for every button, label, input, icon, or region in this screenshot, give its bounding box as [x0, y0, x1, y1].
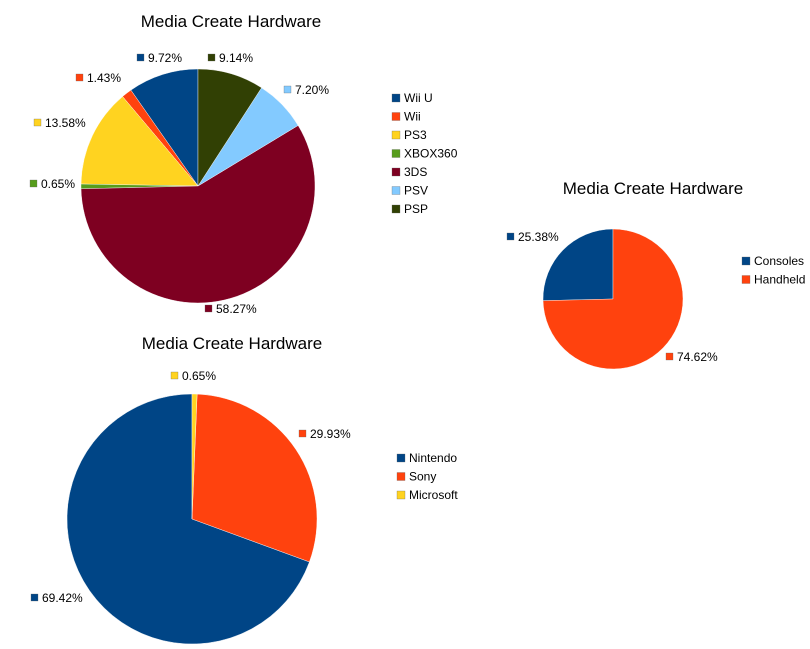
legend-label: Handheld: [754, 273, 805, 287]
legend-item-3ds: 3DS: [391, 165, 427, 179]
data-label-text: 69.42%: [42, 591, 83, 605]
chart-title: Media Create Hardware: [142, 334, 322, 353]
legend-item-sony: Sony: [396, 470, 436, 484]
legend-item-psv: PSV: [391, 184, 428, 198]
legend-label: Microsoft: [409, 488, 458, 502]
data-label-handheld: 74.62%: [665, 350, 718, 364]
data-label-sony: 29.93%: [298, 427, 351, 441]
legend-swatch: [391, 130, 401, 140]
legend-label: PSV: [404, 184, 428, 198]
data-label-text: 9.72%: [148, 51, 182, 65]
legend-item-ps3: PS3: [391, 128, 427, 142]
legend-label: PSP: [404, 202, 428, 216]
pie-slice-nintendo: [66, 393, 310, 645]
legend-label: Sony: [409, 470, 436, 484]
data-label-text: 13.58%: [45, 116, 86, 130]
legend-swatch: [391, 93, 401, 103]
data-label-wii: 1.43%: [75, 71, 121, 85]
pie-slice-psp: [197, 68, 262, 187]
data-label-text: 25.38%: [518, 230, 559, 244]
pie-slice-handheld: [542, 228, 684, 370]
data-label-swatch: [33, 118, 42, 127]
pie-slice-sony: [191, 393, 318, 563]
legend-item-wii: Wii: [391, 110, 421, 124]
legend-swatch: [396, 453, 406, 463]
legend-swatch: [741, 256, 751, 266]
legend-item-psp: PSP: [391, 202, 428, 216]
pie-chart-3: Media Create Hardware 69.42% 29.93% 0.65% Ni…: [30, 334, 458, 645]
data-label-swatch: [204, 304, 213, 313]
data-label-text: 74.62%: [677, 350, 718, 364]
legend-item-wii-u: Wii U: [391, 91, 433, 105]
legend: Wii U Wii PS3 XBOX360 3DS PSV PSP: [391, 91, 458, 216]
legend-swatch: [391, 112, 401, 121]
data-label-wii-u: 9.72%: [136, 51, 182, 65]
data-label-xbox360: 0.65%: [29, 177, 75, 191]
data-label-ps3: 13.58%: [33, 116, 86, 130]
data-label-text: 9.14%: [219, 51, 253, 65]
legend-label: Wii U: [404, 91, 433, 105]
legend-item-xbox360: XBOX360: [391, 147, 458, 161]
data-label-3ds: 58.27%: [204, 302, 257, 316]
data-label-swatch: [136, 53, 145, 62]
legend-item-handheld: Handheld: [741, 273, 805, 287]
legend-swatch: [741, 275, 751, 284]
legend-label: Consoles: [754, 254, 804, 268]
data-label-text: 58.27%: [216, 302, 257, 316]
pie-chart-2: Media Create Hardware 25.38% 74.62% Console…: [506, 179, 805, 370]
pie-slice-3ds: [80, 125, 316, 304]
pie-slice-microsoft: [191, 393, 198, 520]
legend-swatch: [396, 490, 406, 500]
data-label-swatch: [298, 429, 307, 438]
legend: Nintendo Sony Microsoft: [396, 451, 458, 502]
legend-item-microsoft: Microsoft: [396, 488, 458, 502]
data-label-consoles: 25.38%: [506, 230, 559, 244]
legend-swatch: [396, 472, 406, 481]
legend-label: 3DS: [404, 165, 427, 179]
legend-label: XBOX360: [404, 147, 458, 161]
legend: Consoles Handheld: [741, 254, 805, 287]
data-label-text: 29.93%: [310, 427, 351, 441]
data-label-swatch: [30, 593, 39, 602]
pie-slice-consoles: [542, 228, 614, 301]
legend-label: Wii: [404, 110, 421, 124]
legend-swatch: [391, 149, 401, 158]
legend-label: PS3: [404, 128, 427, 142]
data-label-text: 7.20%: [295, 83, 329, 97]
data-label-swatch: [29, 179, 38, 188]
data-label-psv: 7.20%: [283, 83, 329, 97]
chart-title: Media Create Hardware: [563, 179, 743, 198]
data-label-text: 0.65%: [41, 177, 75, 191]
data-label-swatch: [207, 53, 216, 62]
legend-swatch: [391, 186, 401, 195]
legend-item-nintendo: Nintendo: [396, 451, 457, 465]
legend-swatch: [391, 167, 401, 177]
data-label-psp: 9.14%: [207, 51, 253, 65]
data-label-swatch: [75, 73, 84, 82]
data-label-text: 1.43%: [87, 71, 121, 85]
chart-title: Media Create Hardware: [141, 12, 321, 31]
pie-chart-1: Media Create Hardware 9.72% 1.43% 13.58% 0.6…: [29, 12, 458, 316]
legend-label: Nintendo: [409, 451, 457, 465]
data-label-swatch: [665, 352, 674, 361]
data-label-swatch: [170, 371, 179, 380]
data-label-text: 0.65%: [182, 369, 216, 383]
legend-item-consoles: Consoles: [741, 254, 804, 268]
data-label-swatch: [506, 232, 515, 241]
data-label-swatch: [283, 85, 292, 94]
pie-slice-ps3: [80, 96, 199, 187]
data-label-nintendo: 69.42%: [30, 591, 83, 605]
legend-swatch: [391, 204, 401, 214]
data-label-microsoft: 0.65%: [170, 369, 216, 383]
